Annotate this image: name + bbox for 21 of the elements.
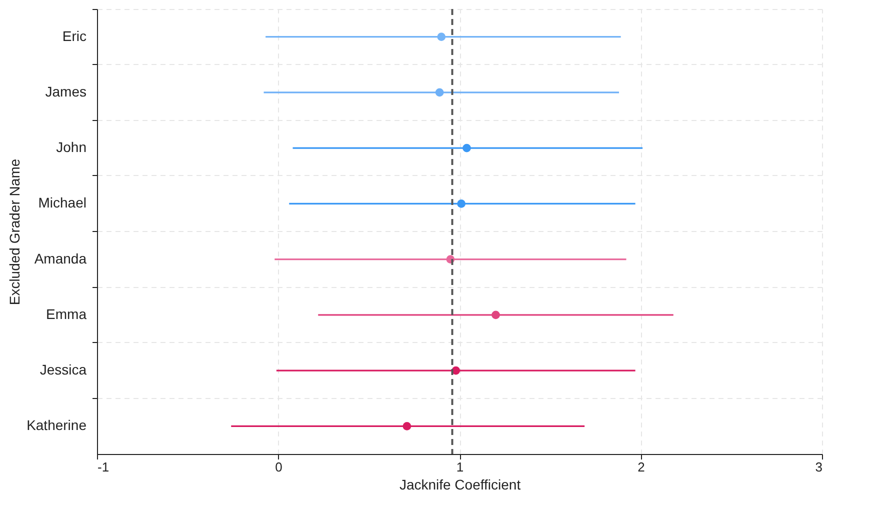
point — [462, 144, 471, 152]
y-tick-label: James — [45, 83, 86, 100]
point — [457, 200, 466, 208]
point — [437, 32, 446, 41]
x-tick-label: 1 — [456, 460, 464, 474]
point — [492, 310, 500, 320]
point — [402, 422, 412, 430]
x-tick-label: -1 — [98, 460, 110, 474]
y-tick-label: Jessica — [40, 362, 87, 378]
y-tick-label: Amanda — [34, 250, 87, 266]
y-axis-title: Excluded Grader Name — [6, 158, 23, 306]
x-axis-title: Jacknife Coefficient — [399, 476, 521, 492]
x-tick-label: 0 — [275, 460, 282, 474]
y-tick-label: Eric — [62, 28, 86, 44]
y-tick-label: Michael — [38, 194, 86, 211]
y-tick-label: Emma — [46, 306, 87, 322]
y-tick-label: Katherine — [26, 417, 87, 434]
x-tick-label: 3 — [815, 460, 822, 474]
y-tick-label: John — [56, 139, 86, 156]
x-tick-label: 2 — [638, 460, 645, 474]
point — [435, 88, 444, 97]
